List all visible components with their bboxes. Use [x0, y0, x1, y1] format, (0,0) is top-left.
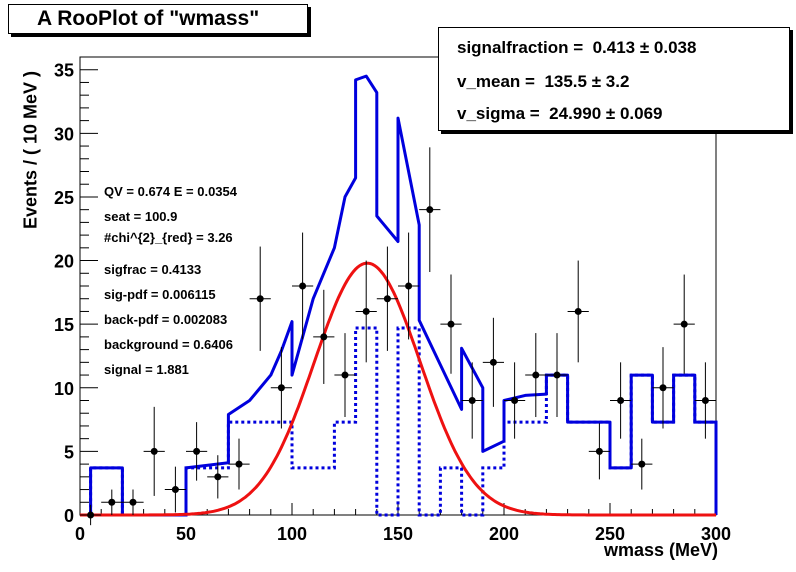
data-point	[277, 384, 285, 392]
data-point	[617, 397, 625, 404]
param-row: v_sigma = 24.990 ± 0.069	[457, 104, 663, 123]
x-tick-label: 0	[75, 524, 85, 544]
data-point	[405, 282, 413, 290]
data-point	[320, 333, 328, 341]
data-point	[426, 206, 434, 214]
x-tick-label: 200	[489, 524, 519, 544]
param-error: 0.038	[653, 38, 697, 57]
data-point	[701, 397, 709, 404]
param-value: 0.413	[592, 38, 636, 57]
y-tick-label: 5	[64, 442, 74, 462]
data-point	[362, 307, 370, 315]
data-point	[341, 371, 349, 379]
param-error: 3.2	[605, 72, 630, 91]
y-tick-label: 0	[64, 506, 74, 526]
y-tick-label: 15	[54, 315, 74, 335]
fit-parameters-box: signalfraction = 0.413 ± 0.038 v_mean = …	[438, 27, 790, 131]
x-tick-label: 150	[383, 524, 413, 544]
stat-sig-pdf: sig-pdf = 0.006115	[104, 287, 216, 302]
x-axis-title: wmass (MeV)	[603, 540, 718, 560]
y-tick-label: 25	[54, 188, 74, 208]
param-error: 0.069	[619, 104, 663, 123]
x-tick-label: 100	[277, 524, 307, 544]
background-curve	[86, 326, 718, 517]
x-tick-label: 50	[176, 524, 196, 544]
param-row: signalfraction = 0.413 ± 0.038	[457, 38, 697, 57]
param-name: v_mean	[457, 72, 521, 91]
data-point	[680, 320, 688, 328]
data-point	[299, 282, 307, 290]
param-row: v_mean = 135.5 ± 3.2	[457, 72, 630, 91]
data-point	[638, 460, 646, 468]
data-point	[659, 384, 667, 392]
stat-qv: QV = 0.674 E = 0.0354	[104, 184, 237, 199]
total-fit-curve	[86, 74, 718, 517]
y-tick-label: 10	[54, 379, 74, 399]
signal-gaussian-curve	[80, 261, 716, 517]
param-name: v_sigma	[457, 104, 526, 123]
data-point	[595, 447, 603, 455]
plot-title: A RooPlot of "wmass"	[8, 4, 308, 34]
y-tick-label: 30	[54, 124, 74, 144]
data-point	[214, 473, 222, 481]
stat-back-pdf: back-pdf = 0.002083	[104, 312, 228, 327]
data-point	[150, 447, 158, 455]
stat-sigfrac: sigfrac = 0.4133	[104, 262, 202, 277]
y-tick-label: 35	[54, 61, 74, 81]
x-tick-label: 250	[595, 524, 625, 544]
y-tick-label: 20	[54, 252, 74, 272]
data-point	[468, 397, 476, 404]
data-point	[235, 460, 243, 468]
x-tick-label: 300	[701, 524, 731, 544]
data-point	[383, 295, 391, 303]
stat-chi2: #chi^{2}_{red} = 3.26	[104, 230, 233, 245]
data-point	[553, 371, 561, 379]
param-name: signalfraction	[457, 38, 569, 57]
stat-background: background = 0.6406	[104, 337, 233, 352]
data-point	[108, 498, 116, 506]
stat-seat: seat = 100.9	[104, 209, 178, 224]
param-value: 135.5	[544, 72, 587, 91]
data-point	[532, 371, 540, 379]
data-point	[87, 511, 95, 519]
data-point	[129, 498, 137, 506]
data-point	[574, 307, 582, 315]
y-axis-title: Events / ( 10 MeV )	[20, 70, 41, 230]
param-value: 24.990	[549, 104, 602, 123]
data-point	[447, 320, 455, 328]
data-point	[193, 447, 201, 455]
data-point	[511, 397, 519, 404]
stat-signal: signal = 1.881	[104, 362, 189, 377]
data-point	[489, 358, 497, 366]
data-point	[256, 295, 264, 303]
data-point	[171, 486, 179, 494]
